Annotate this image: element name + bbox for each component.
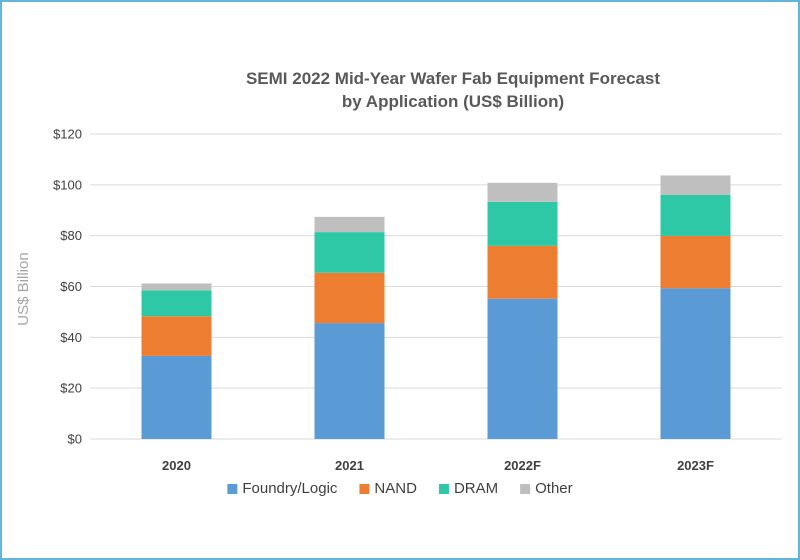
bar-segment-foundry-logic-2021 [314,323,385,439]
legend-swatch [359,484,370,494]
legend-label: DRAM [454,480,498,497]
y-tick-label: $80 [60,228,82,243]
legend-swatch [520,484,531,494]
legend-item-other: Other [520,480,573,497]
chart-title: SEMI 2022 Mid-Year Wafer Fab Equipment F… [246,69,660,111]
bar-segment-nand-2021 [314,272,385,324]
y-tick-label: $60 [60,279,82,294]
bar-segment-foundry-logic-2023f [660,288,731,439]
legend-item-dram: DRAM [438,480,498,497]
bar-segment-nand-2022f [487,245,558,299]
bar-segment-nand-2020 [141,316,212,356]
legend-swatch [227,484,238,494]
x-axis-ticks: 2020 2021 2022F 2023F [162,458,714,473]
y-tick-label: $40 [60,330,82,345]
bar-segment-foundry-logic-2020 [141,355,212,439]
y-tick-label: $100 [53,177,82,192]
bar-segment-foundry-logic-2022f [487,298,558,439]
bars [141,175,731,439]
chart-title-line-2: by Application (US$ Billion) [342,92,564,111]
y-axis-title: US$ Billion [15,252,32,325]
legend-item-foundry-logic: Foundry/Logic [227,480,338,497]
y-tick-label: $20 [60,381,82,396]
bar-segment-other-2021 [314,216,385,233]
y-tick-label: $0 [68,432,82,447]
legend-label: Other [535,480,573,497]
legend-swatch [438,484,449,494]
bar-segment-dram-2020 [141,290,212,317]
y-tick-label: $120 [53,127,82,142]
legend-label: NAND [374,480,417,497]
chart-title-line-1: SEMI 2022 Mid-Year Wafer Fab Equipment F… [246,69,660,88]
x-tick-label: 2021 [335,458,364,473]
legend: Foundry/Logic NAND DRAM Other [227,480,573,497]
legend-label: Foundry/Logic [242,480,338,497]
bar-segment-nand-2023f [660,235,731,289]
bar-segment-other-2023f [660,175,731,195]
y-axis-ticks: $0 $20 $40 $60 $80 $100 $120 [53,127,82,447]
x-tick-label: 2023F [677,458,714,473]
bar-segment-dram-2022f [487,201,558,246]
bar-segment-other-2020 [141,283,212,291]
bar-segment-dram-2021 [314,232,385,273]
x-tick-label: 2020 [162,458,191,473]
legend-item-nand: NAND [359,480,417,497]
bar-segment-dram-2023f [660,194,731,236]
x-tick-label: 2022F [504,458,541,473]
bar-segment-other-2022f [487,182,558,202]
